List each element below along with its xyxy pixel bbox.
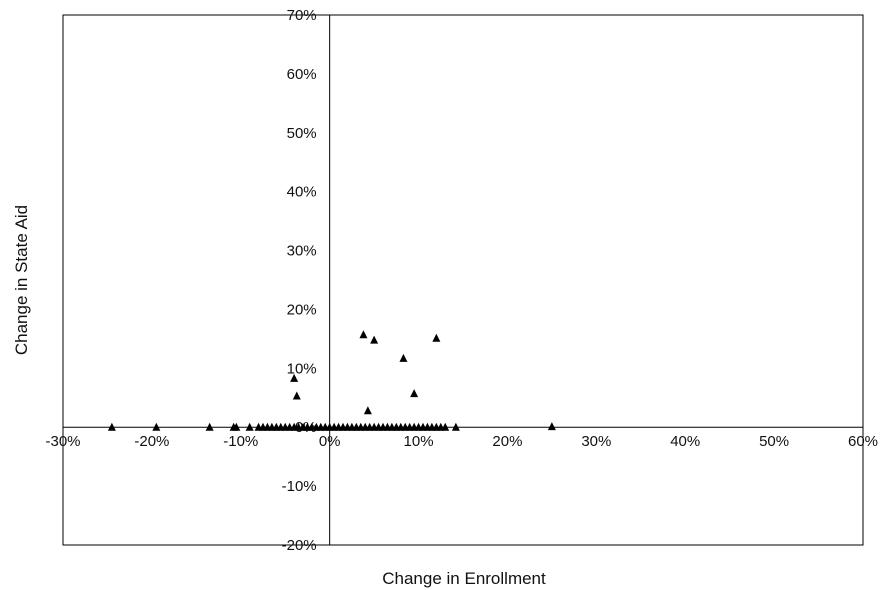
x-tick-label: -30% bbox=[45, 433, 80, 450]
data-point bbox=[432, 333, 441, 342]
data-points bbox=[107, 330, 556, 431]
y-tick-label: 60% bbox=[287, 66, 317, 83]
x-tick-label: 10% bbox=[404, 433, 434, 450]
y-axis-title: Change in State Aid bbox=[12, 205, 31, 355]
y-tick-label: 10% bbox=[287, 360, 317, 377]
data-point bbox=[290, 373, 299, 382]
data-point bbox=[107, 422, 116, 431]
y-tick-label: -10% bbox=[282, 478, 317, 495]
y-tick-label: 20% bbox=[287, 301, 317, 318]
y-tick-label: 40% bbox=[287, 184, 317, 201]
data-point bbox=[205, 422, 214, 431]
data-point bbox=[232, 422, 241, 431]
x-axis-title: Change in Enrollment bbox=[382, 569, 546, 588]
x-tick-label: 60% bbox=[848, 433, 878, 450]
data-point bbox=[292, 391, 301, 400]
data-point bbox=[152, 422, 161, 431]
x-tick-label: -10% bbox=[223, 433, 258, 450]
y-tick-labels: -20%-10%0%10%20%30%40%50%60%70% bbox=[282, 7, 317, 554]
data-point bbox=[363, 406, 372, 415]
x-tick-label: 40% bbox=[670, 433, 700, 450]
data-point bbox=[370, 335, 379, 344]
plot-area bbox=[62, 14, 864, 546]
x-tick-labels: -30% -20% -10% 0% 10% 20% 30% 40% 50% 60% bbox=[45, 433, 878, 450]
x-tick-label: 50% bbox=[759, 433, 789, 450]
x-tick-label: 0% bbox=[319, 433, 341, 450]
data-point bbox=[410, 389, 419, 398]
y-tick-label: 70% bbox=[287, 7, 317, 24]
x-tick-label: -20% bbox=[134, 433, 169, 450]
y-tick-label: 50% bbox=[287, 125, 317, 142]
x-tick-label: 20% bbox=[492, 433, 522, 450]
data-point bbox=[547, 422, 556, 431]
data-point bbox=[399, 353, 408, 362]
data-point bbox=[441, 422, 450, 431]
data-point bbox=[451, 422, 460, 431]
y-tick-label: -20% bbox=[282, 537, 317, 554]
data-point bbox=[245, 422, 254, 431]
y-tick-label: 30% bbox=[287, 243, 317, 260]
x-tick-label: 30% bbox=[581, 433, 611, 450]
data-point bbox=[359, 330, 368, 339]
